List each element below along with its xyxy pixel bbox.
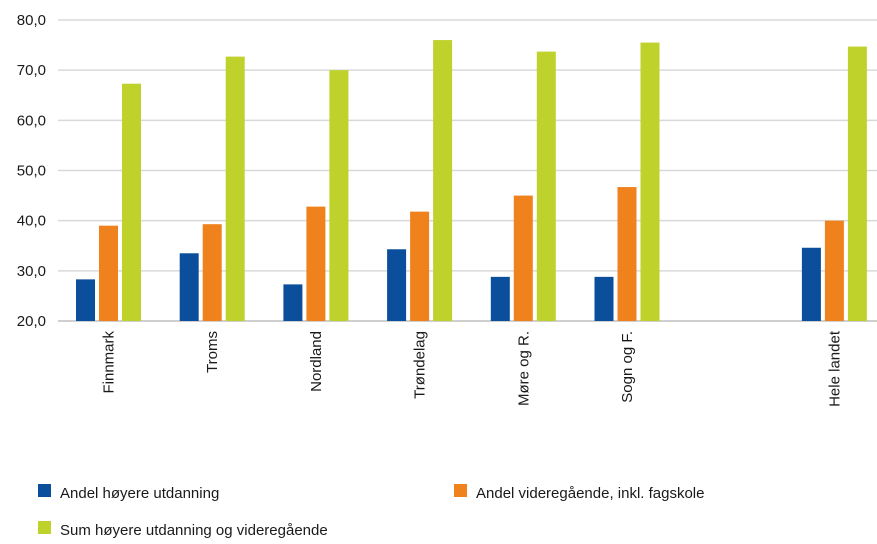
- bar-hoyere: [387, 249, 407, 321]
- bar-hoyere: [179, 253, 199, 321]
- bar-videregaende: [202, 224, 222, 321]
- bar-sum: [433, 40, 453, 322]
- x-category-label: Trøndelag: [412, 331, 429, 399]
- y-tick-label: 80,0: [17, 12, 46, 29]
- legend-item: Andel høyere utdanning: [38, 484, 219, 502]
- bar-sum: [640, 42, 660, 321]
- legend-item: Sum høyere utdanning og videregående: [38, 521, 328, 539]
- y-tick-label: 20,0: [17, 313, 46, 330]
- bar-videregaende: [617, 187, 637, 321]
- legend-item: Andel videregående, inkl. fagskole: [454, 484, 705, 502]
- bar-hoyere: [283, 284, 303, 321]
- bar-videregaende: [410, 211, 430, 321]
- x-category-label: Hele landet: [826, 330, 843, 407]
- x-category-label: Troms: [204, 331, 221, 373]
- bar-hoyere: [490, 276, 510, 321]
- bar-sum: [225, 56, 245, 321]
- x-category-label: Sogn og F.: [619, 331, 636, 403]
- y-tick-label: 40,0: [17, 213, 46, 230]
- legend-label: Sum høyere utdanning og videregående: [60, 522, 328, 539]
- bar-videregaende: [99, 225, 118, 321]
- legend-swatch: [38, 521, 51, 534]
- bar-sum: [847, 46, 867, 322]
- x-category-label: Nordland: [308, 331, 325, 392]
- legend-label: Andel videregående, inkl. fagskole: [476, 485, 705, 502]
- bar-hoyere: [801, 247, 821, 321]
- legend-swatch: [454, 484, 467, 497]
- legend: Andel høyere utdanning Andel videregående…: [38, 484, 705, 539]
- bar-sum: [536, 51, 556, 321]
- x-axis-category-labels: Finnmark Troms Nordland Trøndelag Møre og R.…: [101, 330, 844, 407]
- y-axis-tick-labels: 20,0 30,0 40,0 50,0 60,0 70,0 80,0: [17, 12, 46, 330]
- legend-swatch: [38, 484, 51, 497]
- bar-hoyere: [594, 276, 614, 321]
- bar-videregaende: [824, 220, 844, 321]
- y-tick-label: 30,0: [17, 263, 46, 280]
- x-category-label: Finnmark: [101, 331, 118, 394]
- bars: [76, 40, 867, 322]
- x-category-label: Møre og R.: [515, 331, 532, 406]
- bar-videregaende: [513, 195, 533, 321]
- legend-label: Andel høyere utdanning: [60, 485, 219, 502]
- bar-hoyere: [76, 279, 95, 321]
- bar-sum: [122, 83, 141, 321]
- bar-videregaende: [306, 206, 326, 321]
- y-tick-label: 60,0: [17, 112, 46, 129]
- y-tick-label: 50,0: [17, 163, 46, 180]
- y-tick-label: 70,0: [17, 62, 46, 79]
- bar-sum: [329, 70, 349, 322]
